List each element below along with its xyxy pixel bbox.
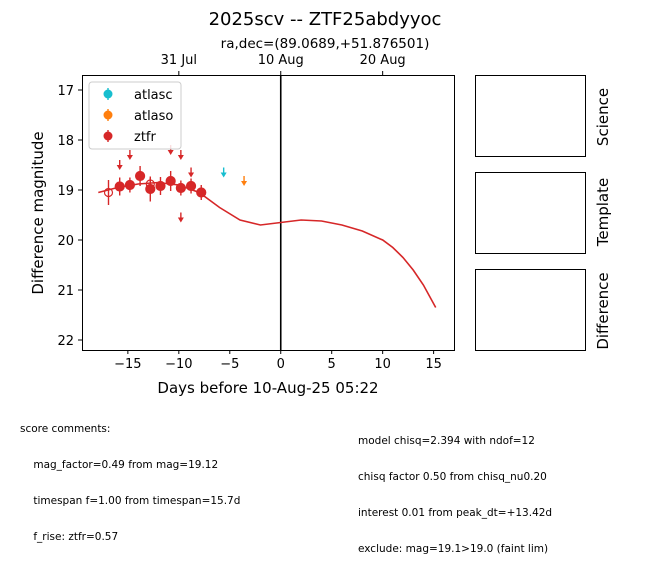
x-tick-label: −10 (165, 357, 192, 372)
data-point (134, 170, 146, 182)
legend-box (88, 81, 182, 150)
difference-panel: Difference (475, 269, 612, 351)
model-comment-line: exclude: mag=19.1>19.0 (faint lim) (358, 543, 549, 555)
x-tick-label: 0 (277, 357, 285, 372)
top-tick-label: 31 Jul (161, 53, 197, 68)
upper-limit-arrow (167, 150, 174, 155)
score-comments: score comments: mag_factor=0.49 from mag… (20, 399, 240, 555)
upper-limit-arrow (241, 181, 248, 186)
score-comment-line: f_rise: ztfr=0.57 (20, 531, 119, 543)
chart-title: 2025scv -- ZTF25abdyyoc (209, 9, 442, 30)
legend-label: atlasc (134, 88, 173, 103)
data-point (155, 180, 166, 192)
template-panel: Template (475, 172, 612, 254)
model-comment-line: chisq factor 0.50 from chisq_nu0.20 (358, 471, 547, 483)
score-comment-line: mag_factor=0.49 from mag=19.12 (20, 459, 219, 471)
data-point (114, 181, 125, 192)
y-tick-label: 17 (57, 84, 74, 99)
model-comment-line: model chisq=2.394 with ndof=12 (358, 435, 535, 447)
score-comment-line: score comments: (20, 423, 111, 435)
open-data-point (103, 187, 114, 198)
top-tick-label: 20 Aug (360, 53, 406, 68)
plot-frame (82, 75, 455, 351)
template-panel-label: Template (594, 178, 612, 247)
data-point (124, 179, 136, 191)
y-tick-label: 21 (57, 284, 74, 299)
y-axis-label: Difference magnitude (29, 131, 47, 294)
y-tick-label: 20 (57, 234, 74, 249)
science-panel: Science (475, 75, 612, 157)
data-point (196, 187, 207, 198)
y-tick-label: 22 (57, 334, 74, 349)
x-tick-label: 5 (328, 357, 336, 372)
legend-marker (103, 110, 113, 120)
legend-label: ztfr (134, 130, 156, 145)
data-point (185, 180, 197, 192)
x-tick-label: −5 (220, 357, 239, 372)
upper-limit-arrow (126, 155, 133, 160)
model-comments: model chisq=2.394 with ndof=12 chisq fac… (358, 411, 552, 567)
legend-marker (103, 89, 113, 99)
upper-limit-arrow (188, 172, 195, 178)
x-tick-label: −15 (114, 357, 141, 372)
difference-panel-label: Difference (594, 272, 612, 349)
x-axis-label: Days before 10-Aug-25 05:22 (157, 379, 378, 397)
data-point (175, 182, 186, 194)
data-point (165, 175, 176, 187)
x-tick-label: 15 (425, 357, 442, 372)
science-panel-label: Science (594, 88, 612, 146)
upper-limit-arrow (177, 217, 184, 223)
legend-label: atlaso (134, 109, 173, 124)
upper-limit-arrow (116, 165, 123, 170)
light-curve-figure: 2025scv -- ZTF25abdyyoc ra,dec=(89.0689,… (29, 9, 612, 397)
top-tick-label: 10 Aug (258, 53, 304, 68)
upper-limit-arrow (177, 155, 184, 160)
upper-limit-arrow (220, 172, 227, 178)
x-tick-label: 10 (374, 357, 391, 372)
legend-marker (103, 131, 113, 141)
model-comment-line: interest 0.01 from peak_dt=+13.42d (358, 507, 553, 519)
data-point (145, 183, 156, 195)
model-curve (98, 181, 437, 308)
y-tick-label: 19 (57, 184, 74, 199)
score-comment-line: timespan f=1.00 from timespan=15.7d (20, 495, 241, 507)
chart-subtitle: ra,dec=(89.0689,+51.876501) (221, 36, 430, 52)
y-tick-label: 18 (57, 134, 74, 149)
plot-area: −15 −10 −5 0 5 10 15 17 18 19 20 21 22 31 Jul 10 Aug 20… (57, 53, 455, 372)
